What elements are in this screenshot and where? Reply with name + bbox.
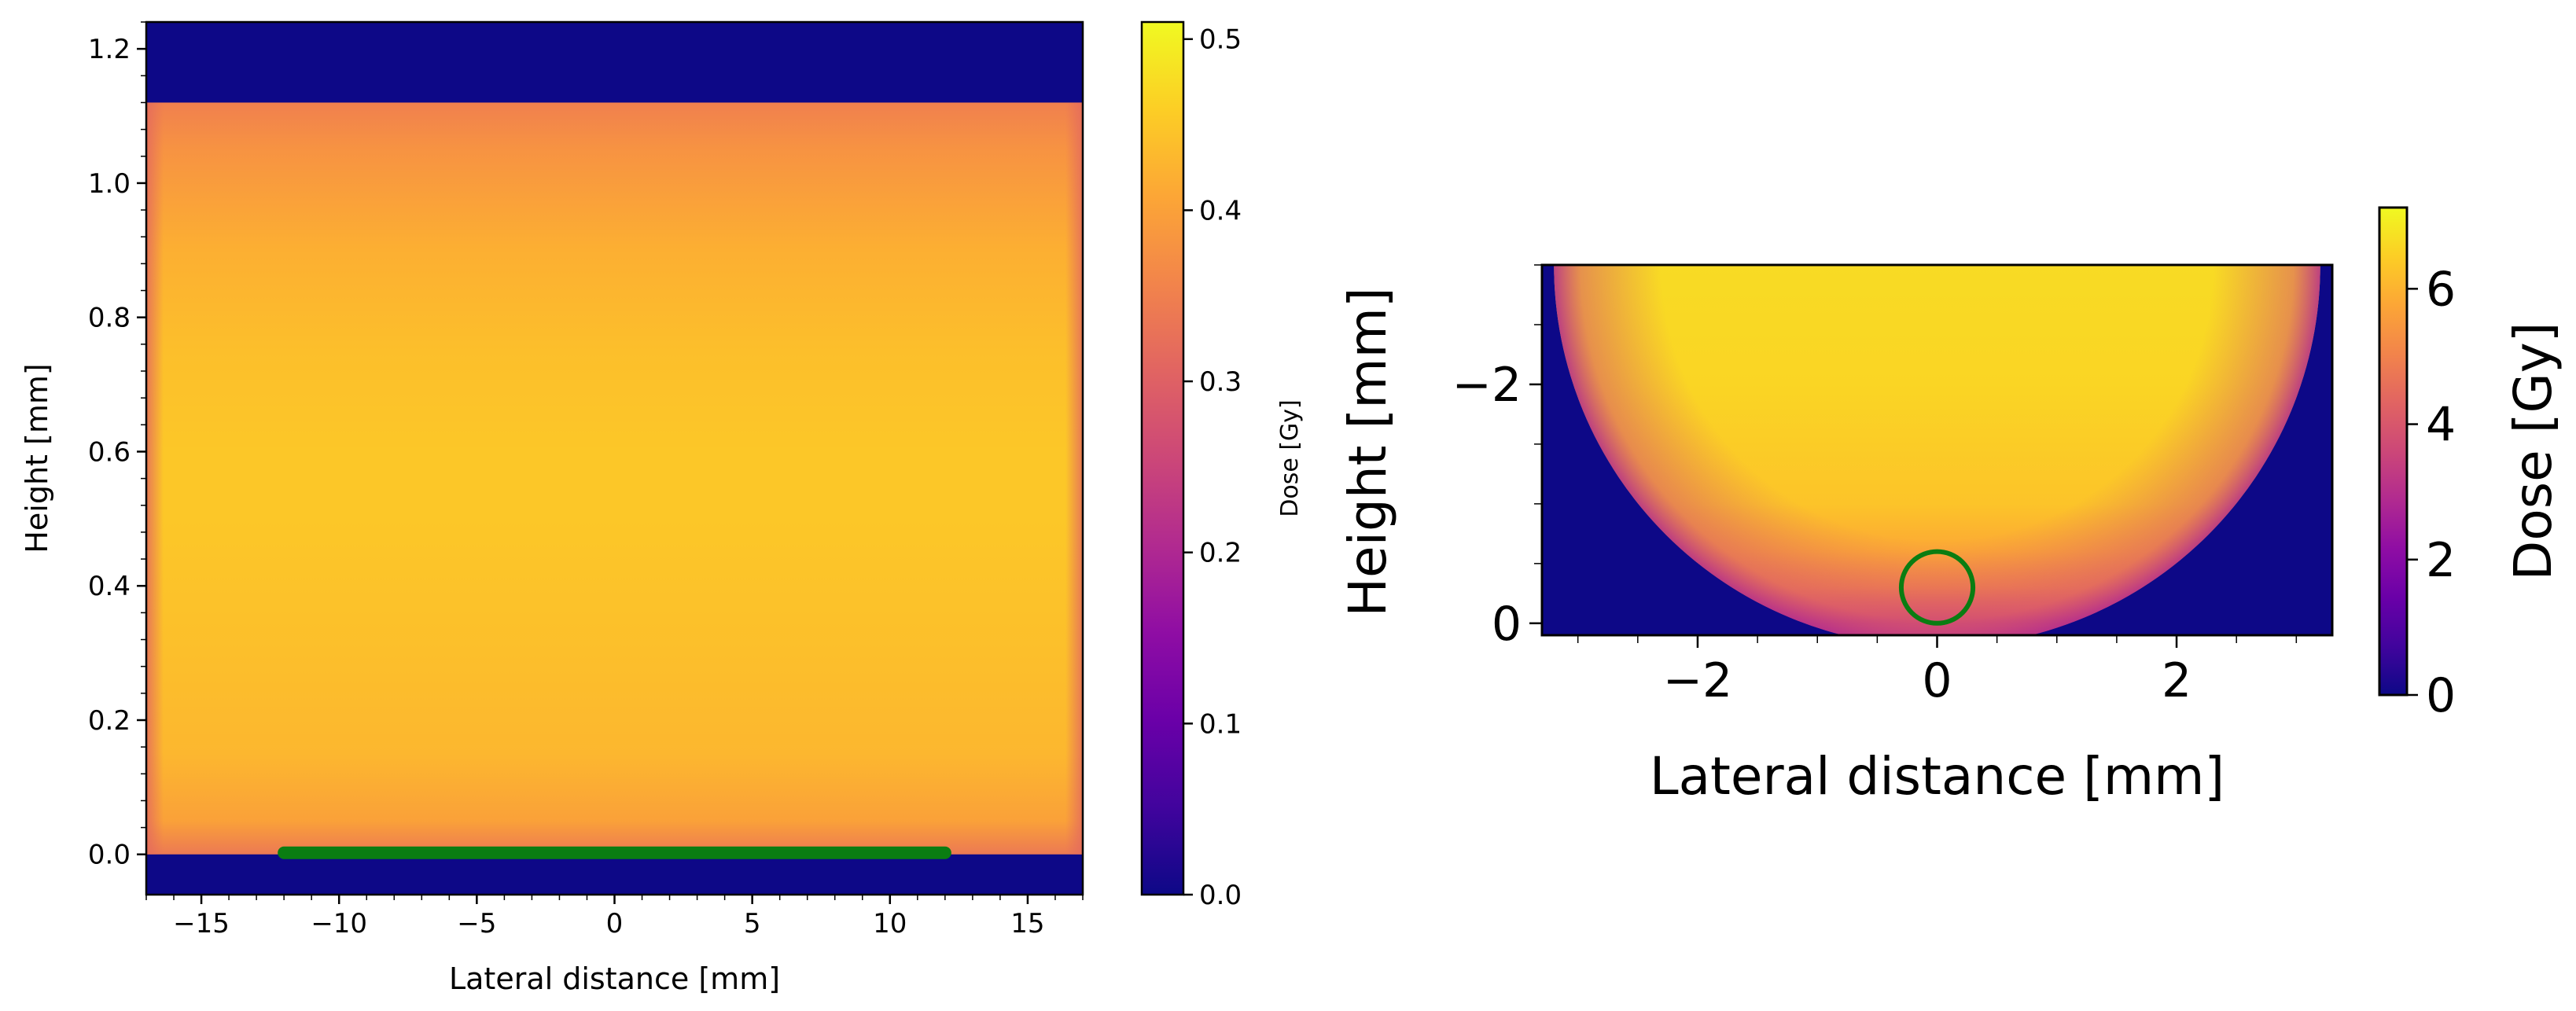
left-y-tick-label: 1.0 [88, 168, 131, 200]
green-circle-marker [1898, 549, 1976, 626]
left-colorbar-label: Dose [Gy] [1276, 399, 1304, 517]
left-dose-edge-right [1065, 102, 1083, 855]
right-colorbar-ticks: 0 2 4 6 [2407, 262, 2456, 723]
right-dose-rim [1554, 265, 2320, 635]
left-y-tick-label: 0.6 [88, 436, 131, 468]
left-y-axis-label: Height [mm] [20, 363, 54, 553]
left-colorbar-tick-label: 0.4 [1199, 195, 1242, 226]
left-colorbar-tick-label: 0.3 [1199, 366, 1242, 398]
right-y-tick-label: 0 [1492, 597, 1522, 652]
right-x-tick-label: 0 [1922, 653, 1952, 708]
left-x-axis-label: Lateral distance [mm] [449, 961, 780, 996]
right-plot-clip-group [1554, 265, 2320, 635]
right-colorbar-tick-label: 6 [2426, 262, 2456, 317]
left-dose-field [146, 102, 1083, 855]
right-y-ticks: 0 −2 [1452, 264, 1542, 652]
left-x-ticks: −15 −10 −5 0 5 10 15 [145, 895, 1084, 939]
left-colorbar-tick-label: 0.0 [1199, 880, 1242, 911]
right-x-axis-label: Lateral distance [mm] [1650, 746, 2225, 807]
right-colorbar-tick-label: 4 [2426, 398, 2456, 453]
left-x-tick-label: 10 [873, 908, 907, 939]
left-y-tick-label: 0.2 [88, 705, 131, 737]
right-x-tick-label: −2 [1663, 653, 1732, 708]
right-colorbar-tick-label: 2 [2426, 533, 2456, 588]
left-plot-clip-group [146, 102, 1083, 859]
left-x-tick-label: 5 [744, 908, 761, 939]
left-x-tick-label: −5 [457, 908, 496, 939]
left-dose-edge-left [146, 102, 164, 855]
left-colorbar-tick-label: 0.1 [1199, 708, 1242, 740]
right-y-tick-label: −2 [1452, 358, 1522, 413]
left-colorbar-ticks: 0.0 0.1 0.2 0.3 0.4 0.5 [1183, 24, 1242, 911]
left-colorbar-frame [1140, 20, 1185, 896]
right-panel: −2 0 2 0 −2 Lateral distance [mm] Height [m… [1338, 206, 2563, 807]
left-panel: −15 −10 −5 0 5 10 15 0.0 0.2 0.4 0.6 0.8 1.0 1.2 Lat… [20, 20, 1304, 996]
right-colorbar-tick-label: 0 [2426, 668, 2456, 723]
right-x-tick-label: 2 [2162, 653, 2191, 708]
left-y-tick-label: 0.4 [88, 571, 131, 602]
left-x-tick-label: 15 [1010, 908, 1044, 939]
left-colorbar-tick-label: 0.5 [1199, 24, 1242, 56]
left-y-tick-label: 1.2 [88, 34, 131, 65]
left-y-ticks: 0.0 0.2 0.4 0.6 0.8 1.0 1.2 [88, 21, 146, 871]
right-colorbar [2379, 208, 2407, 695]
left-x-tick-label: −15 [173, 908, 230, 939]
left-x-tick-label: 0 [606, 908, 624, 939]
left-y-tick-label: 0.8 [88, 303, 131, 334]
left-colorbar-tick-label: 0.2 [1199, 538, 1242, 569]
right-colorbar-frame [2378, 206, 2409, 697]
left-x-tick-label: −10 [311, 908, 367, 939]
right-x-ticks: −2 0 2 [1577, 635, 2298, 708]
right-colorbar-label: Dose [Gy] [2503, 322, 2563, 581]
left-colorbar [1142, 22, 1183, 895]
right-y-axis-label: Height [mm] [1338, 287, 1398, 616]
left-y-tick-label: 0.0 [88, 840, 131, 871]
